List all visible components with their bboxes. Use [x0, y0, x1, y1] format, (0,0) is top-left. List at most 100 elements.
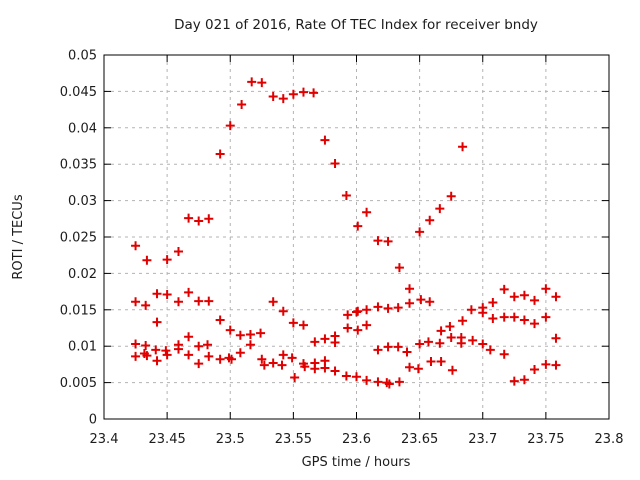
- data-point: [425, 215, 435, 225]
- data-point: [152, 317, 162, 327]
- data-point: [509, 312, 519, 322]
- data-point: [235, 348, 245, 358]
- data-point: [162, 350, 172, 360]
- data-point: [184, 350, 194, 360]
- data-point: [184, 213, 194, 223]
- data-point: [194, 216, 204, 226]
- data-point: [341, 191, 351, 201]
- y-axis-label: ROTI / TECUs: [11, 194, 26, 279]
- data-point: [383, 236, 393, 246]
- data-point: [161, 346, 171, 356]
- data-point: [141, 340, 151, 350]
- data-point: [436, 326, 446, 336]
- data-point: [435, 338, 445, 348]
- data-point: [415, 339, 425, 349]
- data-point: [466, 305, 476, 315]
- data-point: [551, 292, 561, 302]
- data-point: [530, 295, 540, 305]
- data-point: [131, 241, 141, 251]
- data-point: [416, 295, 426, 305]
- data-point: [310, 364, 320, 374]
- data-point: [162, 255, 172, 265]
- data-point: [488, 298, 498, 308]
- data-point: [268, 91, 278, 101]
- data-point: [173, 344, 183, 354]
- data-point: [519, 290, 529, 300]
- data-point: [551, 333, 561, 343]
- data-point: [141, 300, 151, 310]
- data-point: [225, 325, 235, 335]
- data-point: [256, 328, 266, 338]
- data-point: [142, 351, 152, 361]
- data-point: [478, 339, 488, 349]
- data-point: [530, 364, 540, 374]
- data-point: [298, 320, 308, 330]
- data-point: [456, 338, 466, 348]
- data-point: [373, 345, 383, 355]
- data-point: [530, 319, 540, 329]
- data-point: [394, 263, 404, 273]
- data-point: [425, 297, 435, 307]
- data-point: [320, 334, 330, 344]
- x-tick-label: 23.7: [468, 432, 497, 447]
- data-point: [373, 377, 383, 387]
- data-point: [152, 289, 162, 299]
- data-point: [402, 347, 412, 357]
- data-point: [309, 88, 319, 98]
- data-point: [468, 335, 478, 345]
- data-point: [290, 373, 300, 383]
- data-point: [541, 312, 551, 322]
- data-point: [405, 284, 415, 294]
- data-point: [225, 121, 235, 131]
- data-point: [184, 332, 194, 342]
- data-point: [237, 100, 247, 110]
- data-point: [278, 350, 288, 360]
- data-point: [259, 360, 269, 370]
- data-point: [341, 371, 351, 381]
- data-point: [458, 316, 468, 326]
- y-tick-label: 0.015: [60, 303, 97, 318]
- data-point: [300, 362, 310, 372]
- data-point: [162, 290, 172, 300]
- data-point: [245, 330, 255, 340]
- data-point: [245, 340, 255, 350]
- data-point: [423, 337, 433, 347]
- data-point: [394, 377, 404, 387]
- x-tick-label: 23.5: [216, 432, 245, 447]
- data-point: [373, 302, 383, 312]
- data-point: [330, 338, 340, 348]
- data-point: [413, 364, 423, 374]
- data-point: [278, 94, 288, 104]
- data-point: [268, 297, 278, 307]
- data-point: [310, 337, 320, 347]
- data-point: [499, 349, 509, 359]
- data-point: [184, 287, 194, 297]
- data-point: [405, 298, 415, 308]
- y-tick-label: 0.04: [68, 121, 97, 136]
- y-tick-label: 0.005: [60, 376, 97, 391]
- data-point: [405, 362, 415, 372]
- y-tick-label: 0.025: [60, 231, 97, 246]
- data-point: [204, 351, 214, 361]
- data-point: [373, 236, 383, 246]
- data-point: [541, 284, 551, 294]
- data-point: [435, 204, 445, 214]
- data-point: [362, 207, 372, 217]
- data-point: [152, 356, 162, 366]
- data-point: [330, 158, 340, 168]
- x-tick-label: 23.8: [595, 432, 624, 447]
- tick-label-layer: 23.4 23.45 23.5 23.55 23.6 23.65 23.7 23.75 23.8…: [60, 49, 624, 448]
- data-point: [268, 358, 278, 368]
- data-point: [131, 351, 141, 361]
- data-point: [352, 372, 361, 382]
- data-point: [287, 353, 297, 363]
- data-point: [204, 296, 214, 306]
- data-point: [320, 135, 330, 145]
- data-point: [509, 376, 519, 386]
- data-point: [247, 77, 257, 87]
- data-point: [458, 142, 468, 152]
- y-tick-label: 0.02: [68, 267, 97, 282]
- data-point: [131, 339, 141, 349]
- y-tick-label: 0.01: [68, 340, 97, 355]
